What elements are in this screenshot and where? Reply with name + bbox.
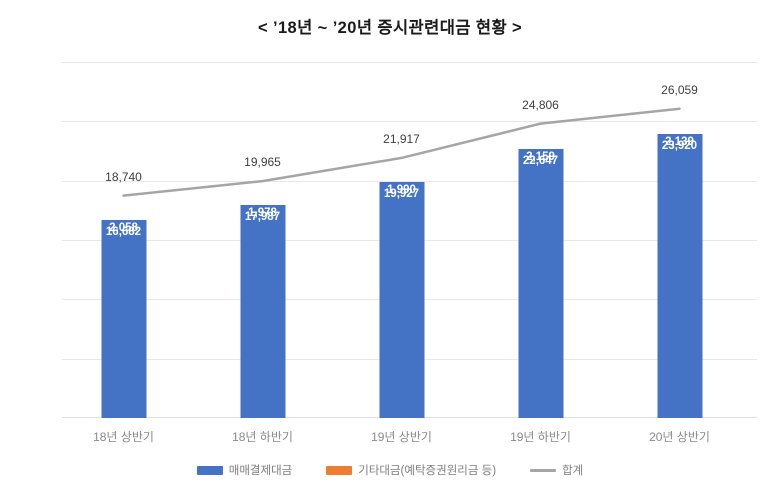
bar-segment-value-label: 1,990: [387, 183, 416, 196]
total-value-label: 26,059: [661, 82, 698, 97]
legend-item-label: 합계: [562, 465, 584, 477]
bar-group[interactable]: 17,987 1,978: [240, 62, 285, 418]
x-axis-tick-label: 20년 상반기: [649, 430, 710, 444]
plot-area: 16,682 2,058 17,987 1,978 19,927 1,990 22,647 2…: [62, 62, 757, 418]
total-value-label: 24,806: [522, 97, 559, 112]
bar-segment-value-label: 16,682: [105, 226, 142, 239]
legend-line-marker-icon: [530, 468, 557, 472]
bar-segment-settlement[interactable]: 23,920: [657, 134, 702, 418]
bar-segment-value-label: 17,987: [244, 210, 281, 223]
chart-title: < ’18년 ~ ’20년 증시관련대금 현황 >: [257, 19, 523, 37]
bar-segment-value-label: 2,159: [526, 151, 555, 164]
legend-bar-marker-icon: [196, 465, 223, 475]
bar-segment-value-label: 1,978: [248, 206, 277, 219]
total-value-label: 19,965: [244, 155, 281, 170]
bar-segment-settlement[interactable]: 17,987: [240, 204, 285, 418]
legend-bar-marker-icon: [326, 465, 353, 475]
bar-group[interactable]: 19,927 1,990: [379, 62, 424, 418]
bar-segment-settlement[interactable]: 19,927: [379, 181, 424, 418]
bar-segment-settlement[interactable]: 16,682: [101, 220, 146, 418]
bar-group[interactable]: 16,682 2,058: [101, 62, 146, 418]
x-axis-tick-label: 19년 하반기: [510, 430, 571, 444]
bar-segment-value-label: 2,058: [109, 222, 138, 235]
bar-group[interactable]: 23,920 2,139: [657, 62, 702, 418]
bar-segment-settlement[interactable]: 22,647: [518, 149, 563, 418]
x-axis-tick-label: 18년 상반기: [93, 430, 154, 444]
total-value-label: 18,740: [105, 169, 142, 184]
legend-item[interactable]: 매매결제대금: [196, 462, 293, 478]
bar-group[interactable]: 22,647 2,159: [518, 62, 563, 418]
x-axis-tick-label: 19년 상반기: [371, 430, 432, 444]
chart-legend: 매매결제대금 기타대금(예탁증권원리금 등) 합계: [0, 462, 780, 478]
legend-item-label: 매매결제대금: [228, 465, 293, 477]
gridline: [62, 62, 757, 63]
bar-segment-value-label: 2,139: [665, 136, 694, 149]
x-axis-tick-label: 18년 하반기: [232, 430, 293, 444]
legend-item[interactable]: 합계: [530, 462, 583, 478]
legend-item-label: 기타대금(예탁증권원리금 등): [358, 465, 497, 477]
total-value-label: 21,917: [383, 131, 420, 146]
legend-item[interactable]: 기타대금(예탁증권원리금 등): [326, 462, 496, 478]
